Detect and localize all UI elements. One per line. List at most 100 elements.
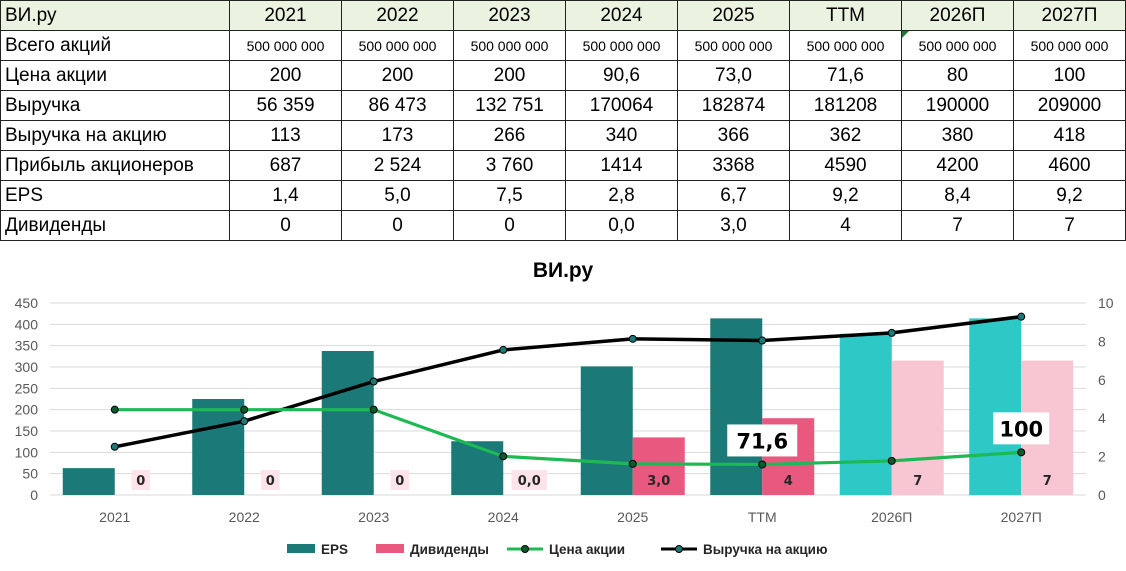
price-callout-box bbox=[727, 424, 798, 457]
table-cell: 0,0 bbox=[565, 210, 678, 241]
table-cell: 418 bbox=[1013, 120, 1126, 151]
table-row: Всего акций 500 000 000 500 000 000 500 000… bbox=[0, 30, 1126, 61]
column-header: 2023 bbox=[453, 0, 566, 31]
eps-bar bbox=[451, 441, 504, 495]
table-cell: 687 bbox=[229, 150, 342, 181]
table-cell: 2 524 bbox=[341, 150, 454, 181]
dividend-bar bbox=[632, 437, 685, 495]
table-cell: 71,6 bbox=[789, 60, 902, 91]
table-cell: 132 751 bbox=[453, 90, 566, 121]
table-cell: 0 bbox=[453, 210, 566, 241]
table-cell: 182874 bbox=[677, 90, 790, 121]
left-axis-tick-label: 200 bbox=[15, 402, 39, 418]
table-cell: 4590 bbox=[789, 150, 902, 181]
table-cell: 90,6 bbox=[565, 60, 678, 91]
dividend-data-label: 4 bbox=[784, 474, 793, 489]
x-axis-tick-label: 2023 bbox=[358, 509, 389, 525]
table-cell: 3,0 bbox=[677, 210, 790, 241]
table-cell: 73,0 bbox=[677, 60, 790, 91]
dividend-bar bbox=[891, 360, 944, 495]
row-label: Цена акции bbox=[0, 60, 230, 91]
dividend-data-label: 0 bbox=[266, 474, 275, 489]
legend-label: EPS bbox=[321, 542, 348, 557]
table-cell: 362 bbox=[789, 120, 902, 151]
x-axis-tick-label: 2025 bbox=[617, 509, 648, 525]
eps-bar bbox=[839, 333, 892, 495]
x-axis-tick-label: 2026П bbox=[871, 509, 912, 525]
financial-table: ВИ.ру 2021 2022 2023 2024 2025 TTM 2026П 2027П Вс… bbox=[0, 0, 1126, 241]
revenue-per-share-point bbox=[499, 345, 508, 354]
share-price-point bbox=[887, 456, 896, 465]
legend-marker bbox=[521, 545, 529, 553]
eps-bar bbox=[969, 318, 1022, 495]
table-cell: 380 bbox=[901, 120, 1014, 151]
table-cell: 500 000 000 bbox=[789, 30, 902, 61]
share-price-point bbox=[758, 460, 767, 469]
left-axis-tick-label: 50 bbox=[22, 466, 38, 482]
column-header: 2024 bbox=[565, 0, 678, 31]
table-cell: 4 bbox=[789, 210, 902, 241]
table-cell: 209000 bbox=[1013, 90, 1126, 121]
table-cell: 340 bbox=[565, 120, 678, 151]
eps-bar bbox=[192, 399, 245, 495]
eps-bar bbox=[62, 468, 115, 495]
share-price-point bbox=[628, 459, 637, 468]
table-cell: 9,2 bbox=[789, 180, 902, 211]
table-cell: 3368 bbox=[677, 150, 790, 181]
x-axis-tick-label: 2024 bbox=[488, 509, 519, 525]
revenue-per-share-point bbox=[628, 334, 637, 343]
price-callout-box bbox=[993, 412, 1050, 445]
table-cell: 2,8 bbox=[565, 180, 678, 211]
x-axis-tick-label: 2027П bbox=[1001, 509, 1042, 525]
table-cell: 0 bbox=[341, 210, 454, 241]
dividend-data-label: 3,0 bbox=[647, 474, 670, 489]
legend-label: Цена акции bbox=[549, 542, 625, 557]
left-axis-tick-label: 250 bbox=[15, 380, 39, 396]
table-cell: 100 bbox=[1013, 60, 1126, 91]
table-cell: 181208 bbox=[789, 90, 902, 121]
dividend-data-label: 7 bbox=[913, 474, 922, 489]
dividend-data-label: 0 bbox=[136, 474, 145, 489]
table-cell: 86 473 bbox=[341, 90, 454, 121]
table-row: EPS 1,4 5,0 7,5 2,8 6,7 9,2 8,4 9,2 bbox=[0, 180, 1126, 211]
table-cell: 500 000 000 bbox=[677, 30, 790, 61]
right-axis-tick-label: 6 bbox=[1098, 372, 1106, 388]
right-axis-tick-label: 4 bbox=[1098, 410, 1106, 426]
revenue-per-share-point bbox=[369, 377, 378, 386]
legend-label: Дивиденды bbox=[410, 542, 489, 557]
left-axis-tick-label: 450 bbox=[15, 295, 39, 311]
price-callout-label: 71,6 bbox=[736, 429, 788, 453]
eps-bar bbox=[580, 366, 633, 495]
table-cell: 7 bbox=[1013, 210, 1126, 241]
share-price-point bbox=[110, 405, 119, 414]
table-cell: 113 bbox=[229, 120, 342, 151]
dividend-data-label: 0,0 bbox=[518, 474, 541, 489]
right-axis-tick-label: 10 bbox=[1098, 295, 1114, 311]
column-header: TTM bbox=[789, 0, 902, 31]
table-cell: 1,4 bbox=[229, 180, 342, 211]
table-cell: 170064 bbox=[565, 90, 678, 121]
dividend-label-box bbox=[390, 470, 409, 490]
table-cell: 500 000 000 bbox=[341, 30, 454, 61]
table-row: Цена акции 200 200 200 90,6 73,0 71,6 80 100 bbox=[0, 60, 1126, 91]
row-label: Дивиденды bbox=[0, 210, 230, 241]
table-cell: 1414 bbox=[565, 150, 678, 181]
legend-marker bbox=[675, 545, 683, 553]
row-label: EPS bbox=[0, 180, 230, 211]
dividend-data-label: 0 bbox=[395, 474, 404, 489]
share-price-point bbox=[240, 405, 249, 414]
column-header: 2026П bbox=[901, 0, 1014, 31]
revenue-per-share-point bbox=[887, 328, 896, 337]
table-row: Дивиденды 0 0 0 0,0 3,0 4 7 7 bbox=[0, 210, 1126, 241]
table-cell: 4600 bbox=[1013, 150, 1126, 181]
table-row: Выручка 56 359 86 473 132 751 170064 182874 18… bbox=[0, 90, 1126, 121]
table-cell: 200 bbox=[229, 60, 342, 91]
table-corner-cell: ВИ.ру bbox=[0, 0, 230, 31]
x-axis-tick-label: 2022 bbox=[229, 509, 260, 525]
revenue-per-share-point bbox=[1017, 312, 1026, 321]
dividend-label-box bbox=[261, 470, 280, 490]
table-cell: 500 000 000 bbox=[901, 30, 1014, 61]
right-axis-tick-label: 0 bbox=[1098, 487, 1106, 503]
table-cell: 200 bbox=[341, 60, 454, 91]
